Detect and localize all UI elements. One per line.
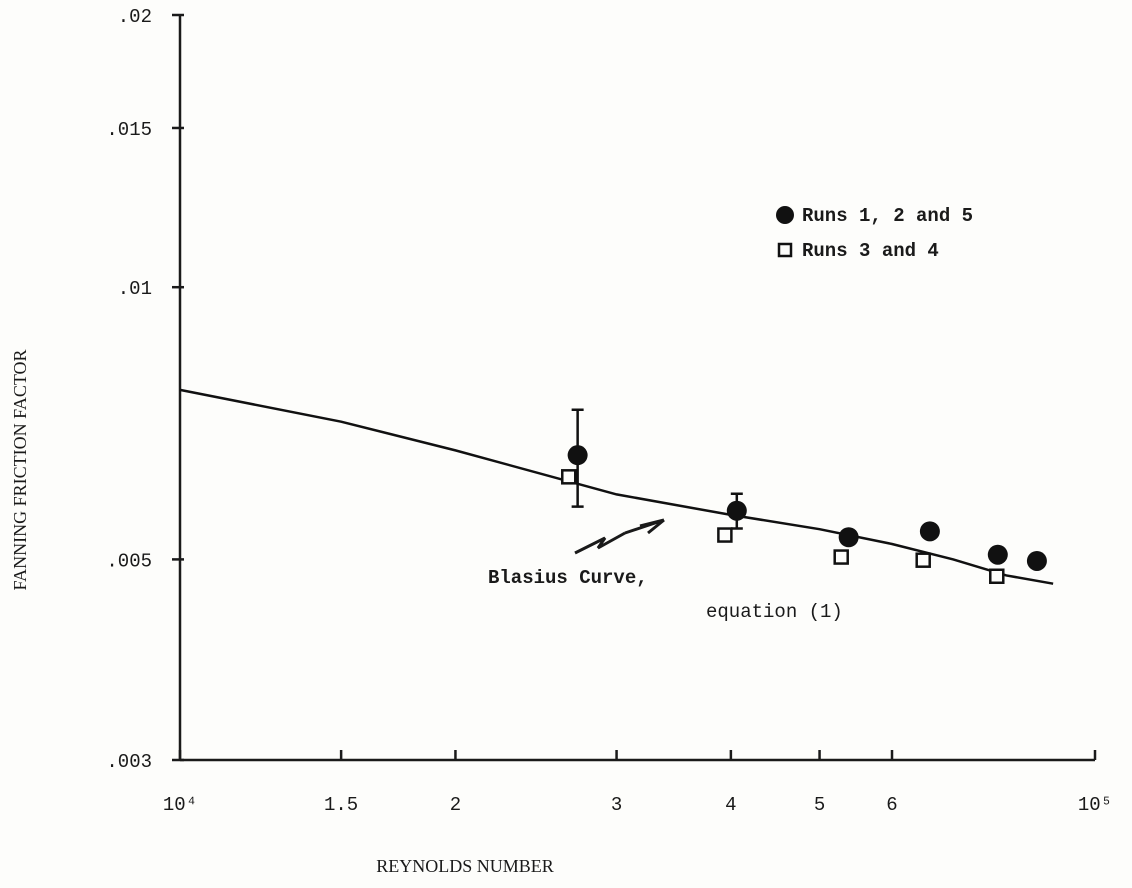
data-point: [726, 500, 747, 521]
annotation: equation (1): [706, 601, 843, 623]
data-point: [717, 527, 733, 543]
x-tick-label: 10⁵: [1078, 794, 1112, 816]
annotation: Blasius Curve,: [488, 567, 648, 589]
y-tick-label: .02: [118, 6, 152, 28]
data-point: [838, 527, 859, 548]
data-point: [989, 568, 1005, 584]
x-tick-label: 4: [725, 794, 736, 816]
data-point: [987, 544, 1008, 565]
data-point: [833, 549, 849, 565]
y-tick-label: .01: [118, 278, 152, 300]
legend-label: Runs 1, 2 and 5: [802, 205, 973, 227]
x-tick-label: 10⁴: [163, 794, 197, 816]
annotation-arrow: [574, 518, 665, 555]
data-point: [567, 445, 588, 466]
x-tick-label: 3: [611, 794, 622, 816]
x-tick-label: 5: [814, 794, 825, 816]
x-axis-label: REYNOLDS NUMBER: [376, 856, 554, 876]
x-tick-label: 1.5: [324, 794, 358, 816]
legend-label: Runs 3 and 4: [802, 240, 939, 262]
legend-marker: [776, 206, 794, 224]
y-tick-label: .005: [106, 550, 152, 572]
x-tick-label: 2: [450, 794, 461, 816]
data-point: [1026, 550, 1047, 571]
y-tick-label: .015: [106, 119, 152, 141]
x-tick-label: 6: [886, 794, 897, 816]
y-axis-label: FANNING FRICTION FACTOR: [10, 349, 30, 590]
data-point: [915, 552, 931, 568]
data-point: [919, 521, 940, 542]
blasius-curve: [179, 388, 1054, 585]
y-tick-label: .003: [106, 751, 152, 773]
data-point: [561, 469, 577, 485]
legend-marker: [777, 242, 793, 258]
